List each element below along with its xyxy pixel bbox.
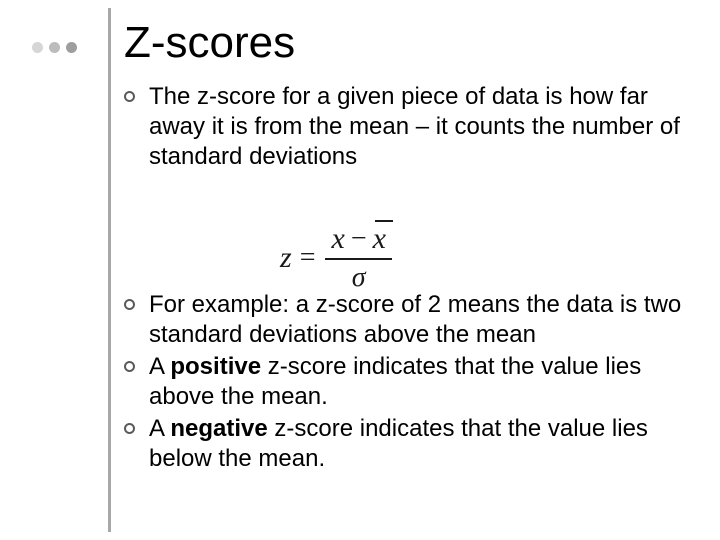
vertical-divider (108, 8, 111, 532)
slide-title: Z-scores (124, 18, 295, 68)
formula-numerator: x − x (325, 222, 391, 260)
formula-fraction: x − x σ (325, 222, 391, 294)
bullet-item: A positive z-score indicates that the va… (124, 352, 684, 412)
dot-3 (66, 42, 77, 53)
bullet-list: The z-score for a given piece of data is… (124, 82, 684, 476)
formula-lhs: z (280, 241, 292, 275)
bullet-item: The z-score for a given piece of data is… (124, 82, 684, 172)
dot-2 (49, 42, 60, 53)
decorative-dots (32, 42, 77, 53)
bullet-circle-icon (124, 91, 135, 102)
numerator-minus: − (351, 223, 367, 255)
bullet-text: The z-score for a given piece of data is… (149, 82, 684, 172)
numerator-xbar: x (373, 222, 386, 256)
numerator-x: x (331, 222, 344, 256)
formula-denominator: σ (352, 260, 366, 294)
bullet-circle-icon (124, 361, 135, 372)
bullet-text: A positive z-score indicates that the va… (149, 352, 684, 412)
xbar-overline (375, 220, 393, 222)
bullet-item: For example: a z-score of 2 means the da… (124, 290, 684, 350)
bullet-text: For example: a z-score of 2 means the da… (149, 290, 684, 350)
bullet-circle-icon (124, 423, 135, 434)
formula-equals: = (300, 242, 316, 274)
bullet-item: A negative z-score indicates that the va… (124, 414, 684, 474)
dot-1 (32, 42, 43, 53)
bullet-circle-icon (124, 299, 135, 310)
zscore-formula: z = x − x σ (280, 222, 392, 294)
bullet-text: A negative z-score indicates that the va… (149, 414, 684, 474)
